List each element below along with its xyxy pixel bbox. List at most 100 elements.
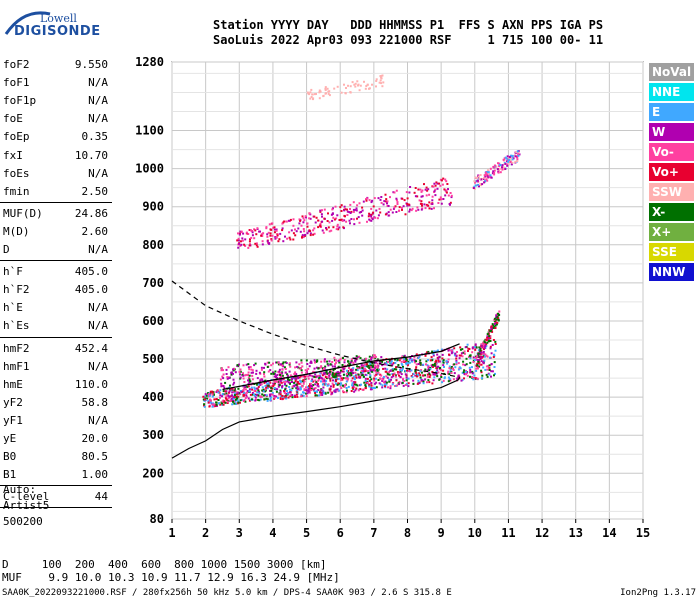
echo-point	[441, 353, 444, 356]
echo-point	[249, 238, 251, 241]
echo-point	[346, 208, 348, 211]
echo-point	[312, 97, 315, 100]
echo-point	[387, 205, 390, 207]
echo-point	[352, 208, 355, 211]
echo-point	[364, 365, 367, 368]
echo-point	[278, 377, 281, 379]
echo-point	[425, 363, 427, 366]
echo-point	[422, 374, 425, 377]
echo-point	[247, 363, 250, 366]
echo-point	[254, 242, 257, 245]
echo-point	[504, 162, 507, 165]
echo-point	[305, 359, 308, 362]
echo-point	[234, 392, 237, 395]
echo-point	[313, 232, 316, 235]
echo-point	[255, 244, 258, 247]
echo-point	[250, 368, 253, 371]
echo-point	[455, 361, 458, 364]
echo-point	[320, 360, 323, 363]
logo-line1: Lowell	[40, 12, 77, 25]
echo-point	[327, 92, 330, 95]
echo-point	[495, 323, 498, 326]
echo-point	[350, 360, 353, 362]
echo-point	[400, 362, 403, 365]
echo-point	[265, 394, 268, 397]
echo-point	[468, 366, 471, 369]
param-key: D	[3, 243, 10, 256]
echo-point	[275, 236, 278, 239]
echo-point	[375, 381, 378, 384]
echo-point	[485, 344, 488, 347]
echo-point	[307, 386, 310, 388]
echo-point	[431, 359, 434, 362]
echo-point	[431, 199, 434, 202]
echo-point	[292, 232, 295, 235]
echo-point	[481, 343, 484, 345]
x-tick-label: 1	[168, 526, 175, 540]
echo-point	[418, 372, 421, 375]
echo-point	[284, 371, 287, 374]
echo-point	[277, 370, 280, 373]
legend-item: NNW	[649, 263, 694, 281]
echo-point	[419, 362, 422, 364]
echo-point	[457, 362, 460, 365]
legend-item: Vo+	[649, 163, 694, 181]
echo-point	[370, 207, 373, 210]
echo-point	[323, 383, 326, 386]
echo-point	[418, 199, 421, 202]
echo-point	[471, 372, 474, 375]
echo-point	[495, 166, 498, 169]
echo-point	[450, 352, 453, 355]
echo-point	[259, 384, 262, 386]
echo-point	[385, 363, 388, 366]
echo-point	[387, 211, 390, 214]
echo-point	[457, 375, 460, 378]
echo-point	[365, 374, 368, 377]
echo-point	[324, 373, 327, 376]
echo-point	[391, 368, 394, 370]
echo-point	[224, 381, 227, 384]
echo-point	[319, 209, 322, 212]
x-tick-label: 4	[269, 526, 276, 540]
echo-point	[428, 376, 431, 378]
echo-point	[281, 397, 284, 400]
echo-point	[494, 343, 497, 345]
echo-point	[244, 400, 247, 403]
echo-point	[238, 242, 241, 245]
echo-point	[257, 398, 260, 401]
echo-point	[254, 399, 257, 402]
topside-profile	[171, 280, 460, 378]
echo-point	[403, 199, 406, 202]
station-header: Station YYYY DAY DDD HHMMSS P1 FFS S AXN…	[213, 18, 603, 48]
echo-point	[469, 361, 472, 364]
echo-point	[264, 379, 267, 382]
echo-point	[293, 381, 296, 384]
echo-point	[332, 216, 335, 219]
echo-point	[334, 390, 337, 393]
echo-point	[286, 380, 289, 383]
echo-point	[366, 197, 369, 200]
echo-point	[317, 383, 319, 386]
echo-point	[334, 373, 337, 376]
echo-point	[233, 402, 236, 405]
echo-point	[395, 379, 398, 382]
echo-point	[284, 235, 286, 238]
footer-version: Ion2Png 1.3.17	[620, 588, 696, 598]
echo-point	[404, 213, 407, 216]
echo-point	[299, 219, 302, 222]
echo-point	[447, 376, 450, 379]
legend-item: SSW	[649, 183, 694, 201]
echo-point	[314, 394, 317, 397]
param-value: 9.550	[74, 58, 108, 71]
echo-point	[260, 233, 263, 236]
echo-point	[236, 239, 239, 242]
echo-point	[342, 370, 345, 373]
echo-point	[344, 92, 347, 95]
echo-point	[486, 375, 489, 378]
echo-point	[324, 365, 327, 368]
legend-item: SSE	[649, 243, 694, 261]
echo-point	[222, 390, 225, 393]
echo-point	[342, 373, 345, 376]
echo-point	[291, 385, 294, 388]
echo-point	[467, 347, 470, 350]
